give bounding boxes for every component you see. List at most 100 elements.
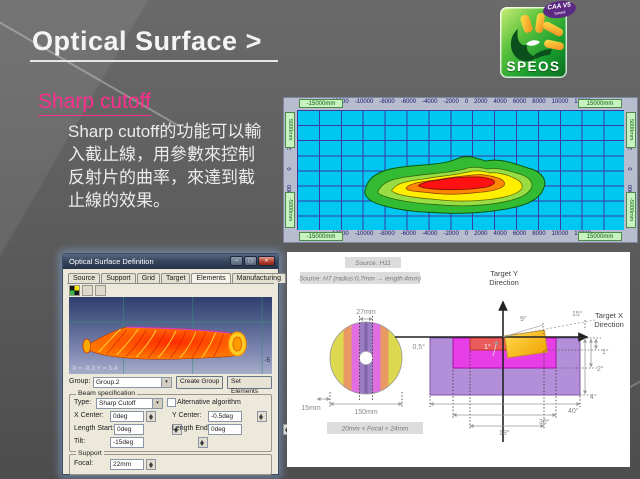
pan-icon[interactable]: [82, 285, 93, 296]
target-y-label-2: Direction: [489, 278, 519, 287]
beam-specification-group: Beam specification Type: Sharp Cutoff ▾ …: [69, 390, 293, 452]
dim-15mm: 15mm: [301, 405, 321, 412]
source1-box: [345, 257, 401, 268]
rotate-icon[interactable]: [95, 285, 106, 296]
y-center-field[interactable]: -0.5deg: [208, 411, 242, 422]
set-elements-button[interactable]: Set Elements: [227, 376, 272, 395]
source2-label: Source: H7 (radius:0,7mm → length:4mm): [299, 276, 421, 283]
page-title: Optical Surface >: [30, 26, 278, 62]
maximize-button[interactable]: ▢: [244, 256, 257, 266]
viewport-toolbar: [69, 285, 106, 296]
x-tick: 4000: [493, 231, 507, 237]
tab-target[interactable]: Target: [160, 273, 191, 283]
focal-spinner[interactable]: [146, 459, 156, 470]
group-label: Group:: [69, 378, 91, 385]
alternative-algorithm-label: Alternative algorithm: [177, 399, 241, 406]
corner-label: -15000mm: [299, 99, 343, 108]
side-label: -5000mm: [626, 192, 636, 228]
angle-2-label: 2°: [597, 365, 604, 373]
beam-spec-legend: Beam specification: [76, 390, 138, 397]
dialog-titlebar[interactable]: Optical Surface Definition: [63, 254, 278, 269]
target-x-label-1: Target X: [595, 311, 623, 320]
chevron-down-icon[interactable]: ▾: [152, 398, 163, 409]
x-tick: 10000: [551, 231, 569, 237]
x-tick: 6000: [512, 231, 527, 237]
x-tick: -2000: [443, 99, 459, 105]
y-center-spinner[interactable]: [256, 411, 267, 422]
window-buttons: – ▢ ✕: [230, 256, 275, 266]
minimize-button[interactable]: –: [230, 256, 243, 266]
tab-separator: [67, 283, 274, 284]
compass-icon[interactable]: [69, 285, 80, 296]
x-tick: -10000: [354, 231, 374, 237]
corner-label: 15000mm: [578, 99, 622, 108]
tab-manufacturing[interactable]: Manufacturing: [231, 273, 286, 283]
tilt-spinner[interactable]: [197, 437, 208, 448]
viewport-axis-value: -5: [264, 358, 270, 364]
type-combo[interactable]: Sharp Cutoff: [96, 398, 154, 409]
tilt-field[interactable]: -15deg: [110, 437, 144, 448]
y-tick: 0: [287, 167, 293, 171]
x-tick: 6000: [512, 99, 527, 105]
length-start-field[interactable]: 0deg: [114, 424, 144, 435]
x-center-field[interactable]: 0deg: [110, 411, 144, 422]
angle-15-line: [502, 319, 596, 338]
bottom-dim-guides: [429, 351, 581, 429]
tab-support[interactable]: Support: [101, 273, 136, 283]
body-line: 入截止線，用參數來控制: [68, 145, 255, 164]
x-tick: -6000: [400, 231, 417, 237]
x-tick: 2000: [474, 99, 488, 105]
tab-grid[interactable]: Grid: [136, 273, 160, 283]
tab-elements[interactable]: Elements: [191, 273, 231, 283]
speos-logo: SPEOS: [500, 7, 567, 78]
length-start-label: Length Start:: [74, 425, 115, 432]
dim-150mm: 150mm: [354, 409, 378, 416]
x-tick: -4000: [422, 99, 438, 105]
body-text: Sharp cutoff的功能可以輸 入截止線，用參數來控制 反射片的曲率，來達…: [68, 120, 283, 212]
x-tick: 10000: [551, 99, 569, 105]
x-tick: 8000: [532, 99, 546, 105]
side-label: -5000mm: [285, 192, 295, 228]
x-center-label: X Center:: [74, 412, 104, 419]
create-group-button[interactable]: Create Group: [176, 376, 224, 389]
x-center-spinner[interactable]: [146, 411, 156, 422]
isolux-contours: [364, 156, 546, 214]
group-row: Group: Group.2 ▾ Create Group Set Elemen…: [69, 376, 272, 395]
length-end-field[interactable]: 0deg: [208, 424, 242, 435]
body-line: 止線的效果。: [68, 191, 170, 210]
reflector-3d-graphic: [69, 297, 272, 374]
length-start-spinner[interactable]: [171, 424, 182, 435]
group-combo[interactable]: Group.2: [93, 377, 163, 388]
chevron-down-icon[interactable]: ▾: [161, 377, 172, 388]
x-tick: -4000: [422, 231, 438, 237]
tab-source[interactable]: Source: [68, 273, 101, 283]
angle-9-label: 9°: [520, 315, 527, 323]
source1-label: Source: H11: [355, 260, 391, 267]
alternative-algorithm-checkbox[interactable]: [167, 398, 176, 407]
speos-logo-text: SPEOS: [506, 59, 561, 74]
y-tick: 0: [628, 167, 634, 171]
isolux-x-ticks-bottom: -12000 -10000 -8000 -6000 -4000 -2000 0 …: [330, 231, 591, 241]
x-tick: -8000: [379, 231, 395, 237]
3d-viewport[interactable]: X = -9.3 Y = 3.4 -5: [69, 297, 272, 374]
focal-field[interactable]: 22mm: [110, 459, 144, 470]
x-tick: -8000: [379, 99, 395, 105]
x-tick: -10000: [354, 99, 374, 105]
isolux-plot-area: [297, 110, 624, 230]
y-center-label: Y Center:: [172, 412, 202, 419]
dialog-tabs: Source Support Grid Target Elements Manu…: [63, 269, 286, 283]
dim-27mm: 27mm: [356, 309, 376, 316]
disc-hole: [359, 351, 373, 365]
isolux-x-ticks-top: -12000 -10000 -8000 -6000 -4000 -2000 0 …: [330, 99, 591, 109]
x-tick: 2000: [474, 231, 488, 237]
target-x-label-2: Direction: [594, 320, 624, 329]
length-end-label: Length End:: [172, 425, 210, 432]
x-tick: -2000: [443, 231, 459, 237]
close-button[interactable]: ✕: [258, 256, 275, 266]
tilt-label: Tilt:: [74, 438, 86, 445]
target-diagram: Source: H11 Source: H7 (radius:0,7mm → l…: [299, 257, 624, 442]
angle-9-line: [502, 324, 544, 338]
right-dim-guides: [545, 337, 605, 396]
speos-hand-graphic: [510, 13, 564, 62]
